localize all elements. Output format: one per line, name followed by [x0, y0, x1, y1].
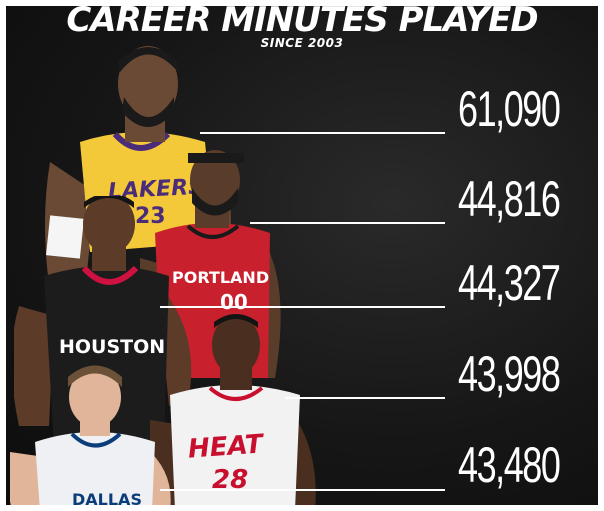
poster-title: CAREER MINUTES PLAYED: [66, 0, 538, 40]
jersey-text-heat: HEAT: [187, 429, 264, 465]
jersey-text-dallas: DALLAS: [72, 490, 142, 509]
player-photo-heat: HEAT 28: [148, 310, 320, 510]
player-dallas-figure: [7, 365, 171, 511]
stat-value-4: 43,998: [458, 346, 561, 402]
stat-value-1: 61,090: [458, 81, 561, 137]
stat-line-2: [250, 222, 445, 224]
stat-line-3: [160, 306, 445, 308]
poster-subtitle: SINCE 2003: [260, 36, 344, 50]
jersey-text-portland: PORTLAND: [172, 268, 270, 287]
stat-line-5: [160, 489, 445, 491]
jersey-text-houston: HOUSTON: [59, 336, 166, 358]
player-photo-dallas: DALLAS: [7, 362, 175, 511]
stat-line-4: [285, 397, 445, 399]
stat-value-2: 44,816: [458, 171, 561, 227]
stat-value-5: 43,480: [458, 437, 561, 493]
jersey-number-lakers: 23: [135, 204, 166, 229]
stat-value-3: 44,327: [458, 255, 561, 311]
jersey-number-portland: 00: [220, 290, 248, 314]
stat-line-1: [200, 132, 445, 134]
